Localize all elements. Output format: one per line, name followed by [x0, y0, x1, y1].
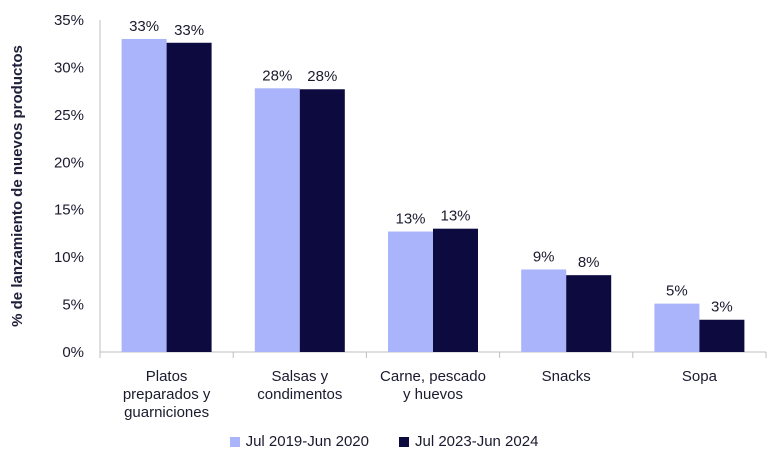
legend-swatch-series-2: [399, 436, 409, 447]
data-label: 28%: [262, 67, 292, 84]
y-tick-label: 0%: [62, 344, 84, 361]
legend-label-series-2: Jul 2023-Jun 2024: [415, 433, 539, 450]
x-category-label: Snacks: [542, 368, 591, 385]
bar: [566, 275, 612, 352]
data-label: 33%: [129, 18, 159, 35]
legend-item-series-1: Jul 2019-Jun 2020: [229, 433, 369, 450]
bar: [521, 269, 567, 352]
data-label: 13%: [440, 208, 470, 225]
data-label: 8%: [578, 254, 600, 271]
x-category-label: Sopa: [682, 368, 718, 385]
data-label: 13%: [395, 211, 425, 228]
x-category-label: Salsas y: [271, 368, 328, 385]
legend: Jul 2019-Jun 2020 Jul 2023-Jun 2024: [0, 433, 768, 450]
legend-swatch-series-1: [229, 436, 240, 447]
bar: [654, 303, 700, 352]
y-axis-title: % de lanzamiento de nuevos productos: [9, 45, 26, 327]
y-tick-label: 15%: [54, 202, 84, 219]
bar: [299, 89, 345, 352]
x-category-label: preparados y: [123, 386, 211, 403]
y-tick-label: 35%: [54, 12, 84, 29]
x-category-label: Platos: [146, 368, 188, 385]
y-tick-label: 30%: [54, 59, 84, 76]
legend-label-series-1: Jul 2019-Jun 2020: [245, 433, 369, 450]
legend-item-series-2: Jul 2023-Jun 2024: [399, 433, 538, 450]
data-label: 5%: [666, 283, 688, 300]
data-label: 28%: [307, 68, 337, 85]
bar-chart: % de lanzamiento de nuevos productos 0% 5%…: [9, 12, 767, 421]
bar: [254, 88, 300, 352]
x-category-label: Carne, pescado: [380, 368, 486, 385]
bar: [699, 319, 745, 352]
data-label: 9%: [533, 248, 555, 265]
y-tick-label: 5%: [62, 297, 84, 314]
data-label: 3%: [711, 299, 733, 316]
bar: [121, 38, 167, 352]
data-label: 33%: [174, 22, 204, 39]
bar: [388, 231, 433, 352]
x-category-label: guarniciones: [124, 404, 209, 421]
bar: [433, 228, 478, 352]
x-category-label: condimentos: [257, 386, 342, 403]
x-category-label: y huevos: [403, 386, 463, 403]
y-tick-label: 20%: [54, 154, 84, 171]
y-tick-label: 25%: [54, 107, 84, 124]
bar: [166, 42, 212, 352]
y-tick-label: 10%: [54, 249, 84, 266]
